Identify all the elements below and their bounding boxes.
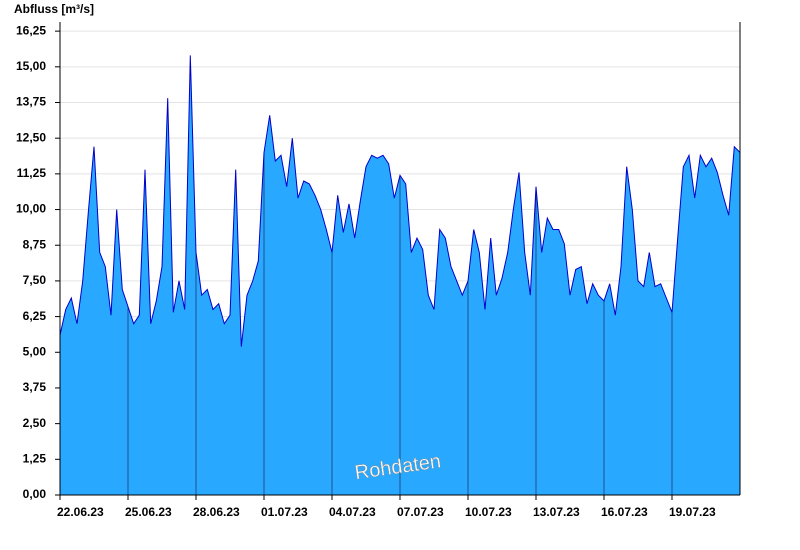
- x-tick-label: 04.07.23: [329, 505, 376, 519]
- x-tick-label: 25.06.23: [125, 505, 172, 519]
- y-tick-label: 3,75: [23, 380, 47, 394]
- y-tick-label: 1,25: [23, 451, 47, 465]
- y-tick-label: 11,25: [17, 166, 47, 180]
- x-tick-label: 22.06.23: [57, 505, 104, 519]
- y-tick-label: 16,25: [16, 23, 46, 37]
- y-axis-label: Abfluss [m³/s]: [14, 2, 94, 16]
- y-tick-label: 5,00: [23, 344, 47, 358]
- x-tick-label: 16.07.23: [601, 505, 648, 519]
- x-tick-label: 19.07.23: [669, 505, 716, 519]
- y-tick-label: 10,00: [16, 202, 46, 216]
- x-tick-label: 28.06.23: [193, 505, 240, 519]
- y-tick-label: 0,00: [23, 487, 47, 501]
- y-tick-label: 2,50: [23, 416, 47, 430]
- y-tick-label: 6,25: [23, 309, 47, 323]
- x-tick-label: 13.07.23: [533, 505, 580, 519]
- x-tick-label: 10.07.23: [465, 505, 512, 519]
- x-tick-label: 01.07.23: [261, 505, 308, 519]
- line: [59, 55, 741, 347]
- y-tick-label: 8,75: [23, 237, 47, 251]
- y-tick-label: 15,00: [16, 59, 46, 73]
- y-tick-label: 7,50: [23, 273, 47, 287]
- y-tick-label: 13,75: [16, 95, 46, 109]
- x-tick-label: 07.07.23: [397, 505, 444, 519]
- y-tick-label: 12,50: [16, 130, 46, 144]
